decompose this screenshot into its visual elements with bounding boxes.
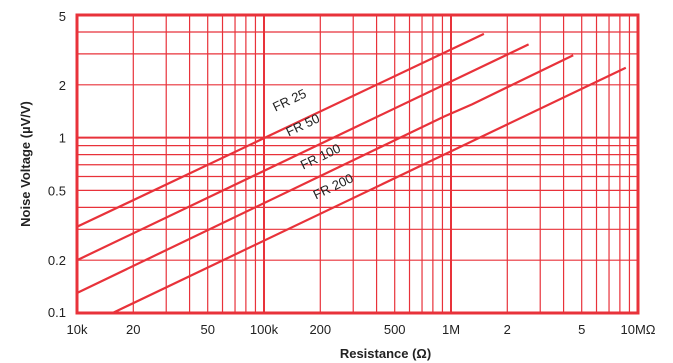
x-tick-label: 20 — [126, 322, 140, 337]
x-tick-label: 100k — [250, 322, 279, 337]
y-tick-label: 0.5 — [48, 183, 66, 198]
y-axis-title: Noise Voltage (µV/V) — [18, 101, 33, 227]
x-tick-label: 1M — [442, 322, 460, 337]
x-tick-labels: 10k 20 50 100k 200 500 1M 2 5 10MΩ — [67, 322, 656, 337]
series-label-2: FR 50 — [284, 111, 322, 140]
y-tick-label: 1 — [59, 131, 66, 146]
grid — [77, 15, 638, 313]
y-tick-label: 2 — [59, 78, 66, 93]
x-tick-label: 5 — [578, 322, 585, 337]
x-tick-label: 200 — [309, 322, 331, 337]
series-label-4: FR 200 — [311, 170, 356, 202]
x-tick-label: 2 — [504, 322, 511, 337]
x-tick-label: 10k — [67, 322, 88, 337]
series-line-1 — [76, 32, 485, 228]
y-tick-label: 0.2 — [48, 253, 66, 268]
series-line-3 — [76, 54, 574, 294]
series-line-4 — [112, 66, 627, 314]
y-tick-label: 0.1 — [48, 305, 66, 320]
y-tick-labels: 0.1 0.2 0.5 1 2 5 — [48, 9, 66, 320]
x-tick-label: 50 — [200, 322, 214, 337]
series-line-2 — [76, 43, 530, 262]
series-group — [76, 32, 627, 314]
series-label-1: FR 25 — [270, 86, 308, 115]
x-tick-label: 500 — [384, 322, 406, 337]
y-tick-label: 5 — [59, 9, 66, 24]
x-tick-label: 10MΩ — [620, 322, 655, 337]
x-axis-title: Resistance (Ω) — [340, 346, 431, 361]
plot-frame — [75, 13, 640, 315]
